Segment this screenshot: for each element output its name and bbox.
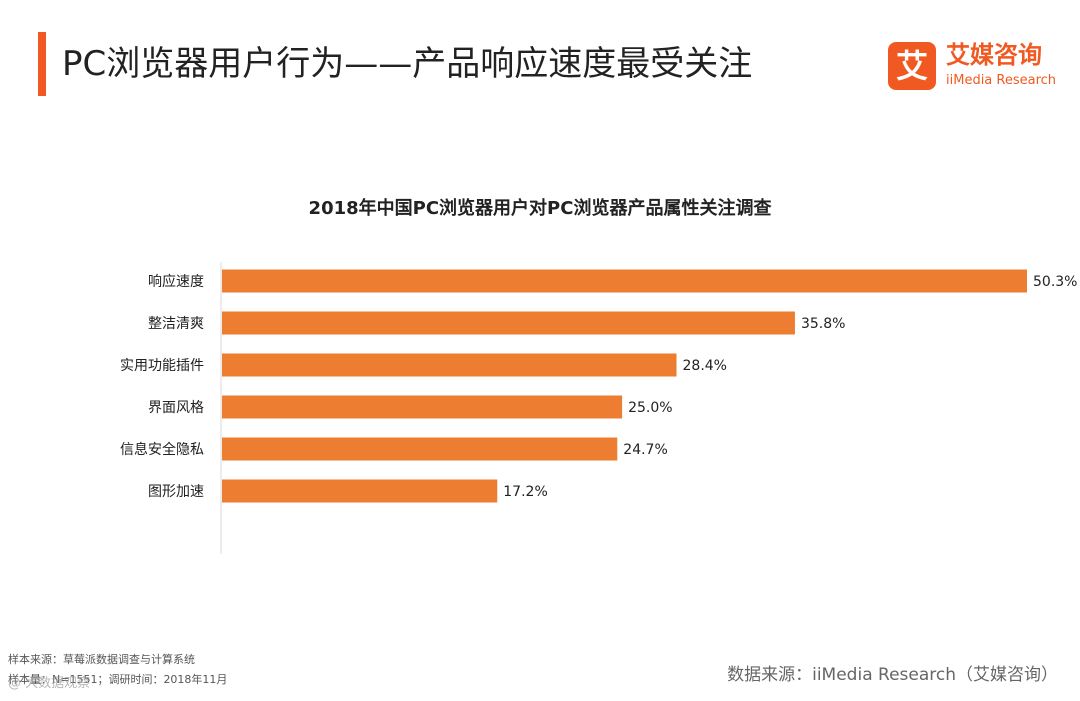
sample-source: 样本来源：草莓派数据调查与计算系统 [8,653,195,666]
value-label: 25.0% [628,400,672,416]
logo-name-cn: 艾媒咨询 [946,41,1042,69]
chart-title: 2018年中国PC浏览器用户对PC浏览器产品属性关注调查 [308,198,772,219]
value-label: 17.2% [503,484,547,500]
title-accent-bar [38,32,46,96]
bar [222,353,677,377]
value-label: 50.3% [1033,274,1077,290]
category-label: 响应速度 [148,273,204,290]
footer-notes: 样本来源：草莓派数据调查与计算系统 样本量：N=1551；调研时间：2018年1… [8,650,227,690]
bar [222,395,623,419]
value-label: 28.4% [683,358,727,374]
category-label: 信息安全隐私 [120,441,204,458]
watermark: @ 大数据观察 [8,676,91,691]
logo-name-en: iiMedia Research [946,73,1057,88]
bar [222,479,498,503]
bar [222,269,1027,293]
category-label: 界面风格 [148,400,204,416]
category-label: 图形加速 [148,484,204,500]
value-label: 35.8% [801,316,845,332]
brand-logo: 艾 艾媒咨询 iiMedia Research [888,40,1068,96]
page-title: PC浏览器用户行为——产品响应速度最受关注 [62,44,753,84]
value-label: 24.7% [623,442,667,458]
data-source: 数据来源：iiMedia Research（艾媒咨询） [727,665,1058,685]
logo-mark-icon: 艾 [888,42,936,90]
sample-info: 样本量：N=1551；调研时间：2018年11月 [8,673,228,686]
bar [222,311,795,335]
category-label: 实用功能插件 [120,358,204,374]
category-label: 整洁清爽 [148,316,204,332]
bar [222,437,618,461]
